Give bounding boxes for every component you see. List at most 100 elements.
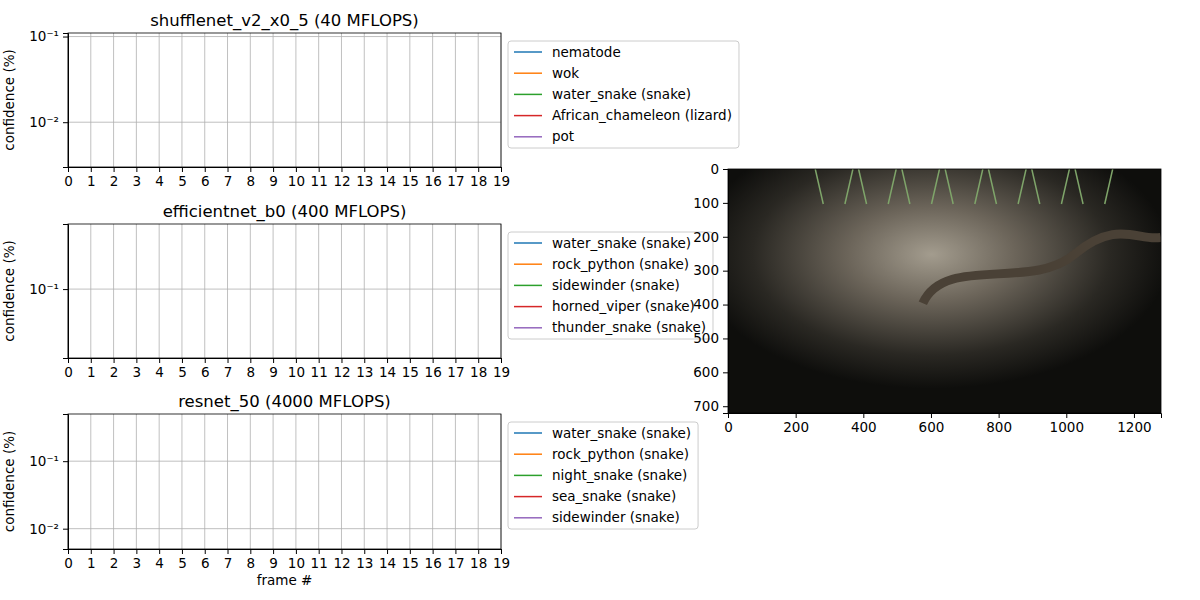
x-tick-label: 6 <box>201 173 210 189</box>
grass <box>888 169 896 204</box>
x-tick-label: 17 <box>447 555 464 571</box>
x-tick: 0 <box>724 413 733 435</box>
x-grid-line <box>250 33 251 167</box>
x-tick-mark <box>159 549 160 554</box>
x-tick-label: 4 <box>155 173 164 189</box>
y-axis: 10⁻¹ <box>29 225 68 359</box>
x-tick-mark <box>205 167 206 172</box>
x-tick-label: 2 <box>110 364 119 380</box>
x-tick-mark <box>91 167 92 172</box>
x-tick-label: 14 <box>379 173 396 189</box>
x-tick-label: 19 <box>493 173 510 189</box>
x-tick: 8 <box>247 358 256 380</box>
x-tick-label: 1200 <box>1117 419 1151 435</box>
x-tick: 1200 <box>1117 413 1151 435</box>
x-tick-label: 12 <box>333 173 350 189</box>
x-tick: 19 <box>493 358 510 380</box>
x-axis-title: frame # <box>257 572 313 588</box>
x-tick: 3 <box>133 549 142 571</box>
x-tick: 6 <box>201 549 210 571</box>
y-tick-mark <box>63 289 68 290</box>
x-tick-mark <box>114 358 115 363</box>
x-grid-line <box>432 33 433 167</box>
y-tick: 0 <box>710 161 728 177</box>
y-tick-label: 10⁻¹ <box>29 453 59 469</box>
x-tick: 2 <box>110 358 119 380</box>
x-tick-label: 9 <box>269 555 278 571</box>
y-tick-mark <box>723 406 728 407</box>
x-tick-label: 8 <box>247 555 256 571</box>
x-grid-line <box>204 33 205 167</box>
x-tick-label: 14 <box>379 555 396 571</box>
x-tick-label: 15 <box>402 173 419 189</box>
legend-label: rock_python (snake) <box>552 256 689 272</box>
x-tick: 13 <box>356 358 373 380</box>
y-tick-mark <box>63 529 68 530</box>
x-tick-mark <box>136 358 137 363</box>
x-tick-label: 3 <box>133 555 142 571</box>
x-tick-label: 7 <box>224 555 233 571</box>
x-tick-label: 9 <box>269 173 278 189</box>
x-tick: 19 <box>493 167 510 189</box>
x-grid-line <box>387 33 388 167</box>
x-tick-label: 5 <box>178 364 187 380</box>
x-tick: 7 <box>224 358 233 380</box>
plot-background <box>68 224 501 358</box>
x-tick-mark <box>159 358 160 363</box>
legend-swatch <box>514 94 542 96</box>
x-grid-line <box>341 33 342 167</box>
title: efficientnet_b0 (400 MFLOPS) <box>163 202 407 222</box>
x-tick-label: 1 <box>87 173 96 189</box>
plot-background <box>68 414 501 549</box>
x-tick-label: 6 <box>201 364 210 380</box>
y-tick-mark <box>63 37 68 38</box>
x-tick: 13 <box>356 549 373 571</box>
plot-frame <box>68 224 501 358</box>
x-tick-label: 7 <box>224 173 233 189</box>
x-tick-label: 13 <box>356 364 373 380</box>
x-tick: 200 <box>783 413 809 435</box>
x-tick-mark <box>341 167 342 172</box>
x-grid-line <box>136 33 137 167</box>
x-tick-label: 9 <box>269 364 278 380</box>
x-tick-label: 10 <box>288 173 305 189</box>
x-tick-label: 15 <box>402 364 419 380</box>
x-tick-label: 5 <box>178 555 187 571</box>
y-tick-label: 200 <box>693 229 719 245</box>
x-grid-line <box>295 224 296 358</box>
x-tick-mark <box>501 549 502 554</box>
x-tick-mark <box>1066 413 1067 418</box>
x-tick: 4 <box>155 358 164 380</box>
y-tick-label: 10⁻¹ <box>29 281 59 297</box>
plot-background <box>68 33 501 167</box>
subplot: 01234567891011121314151617181910⁻²10⁻¹re… <box>1 392 698 588</box>
y-axis-line <box>723 170 729 414</box>
y-tick-mark <box>723 169 728 170</box>
x-tick: 18 <box>470 549 487 571</box>
x-tick-mark <box>296 549 297 554</box>
y-tick: 600 <box>693 364 728 380</box>
x-tick: 6 <box>201 167 210 189</box>
x-tick: 3 <box>133 167 142 189</box>
x-tick-label: 15 <box>402 555 419 571</box>
legend-swatch <box>514 306 542 308</box>
x-tick-mark <box>182 549 183 554</box>
x-tick-label: 18 <box>470 555 487 571</box>
y-axis-title: confidence (%) <box>1 431 17 533</box>
y-tick: 10⁻² <box>29 521 68 537</box>
x-grid-line <box>318 33 319 167</box>
x-tick: 0 <box>64 358 73 380</box>
x-tick-mark <box>273 167 274 172</box>
x-tick-mark <box>410 358 411 363</box>
y-tick-label: 600 <box>693 364 719 380</box>
y-tick-mark <box>723 338 728 339</box>
x-tick-label: 19 <box>493 555 510 571</box>
grass <box>988 169 996 204</box>
grass <box>1061 169 1069 204</box>
x-tick-mark <box>931 413 932 418</box>
legend: water_snake (snake)rock_python (snake)ni… <box>508 422 698 529</box>
x-tick-mark <box>273 358 274 363</box>
y-tick-label: 100 <box>693 195 719 211</box>
y-tick-label: 10⁻² <box>29 521 59 537</box>
x-tick-mark <box>296 358 297 363</box>
